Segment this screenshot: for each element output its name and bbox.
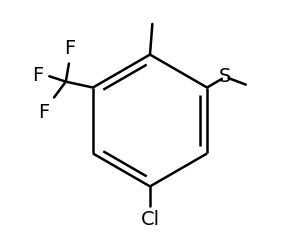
Text: S: S	[219, 67, 231, 87]
Text: F: F	[32, 66, 43, 85]
Text: F: F	[64, 39, 76, 58]
Text: F: F	[38, 103, 50, 122]
Text: Cl: Cl	[140, 210, 160, 229]
